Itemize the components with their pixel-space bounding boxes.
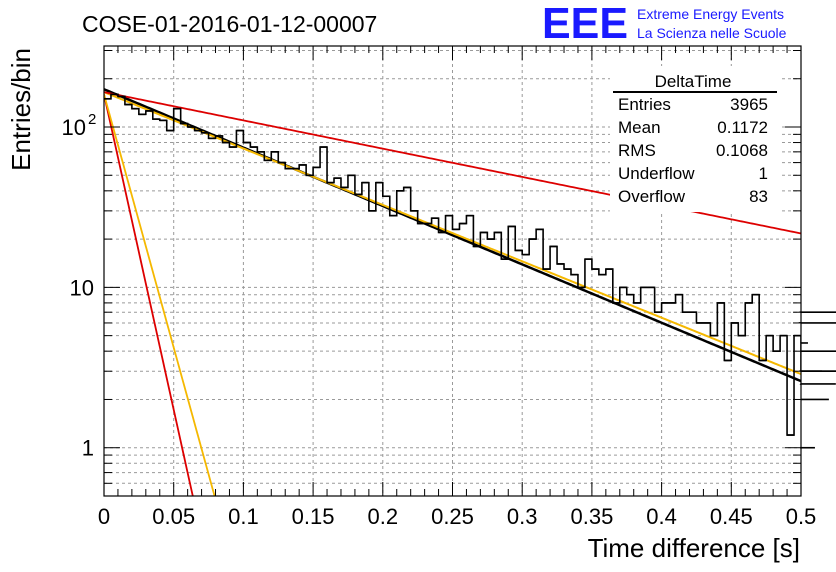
y-axis-title: Entries/bin <box>6 48 36 171</box>
stats-value-mean: 0.1172 <box>717 118 768 137</box>
run-title: COSE-01-2016-01-12-00007 <box>82 11 377 37</box>
x-tick-label: 0.1 <box>228 504 259 529</box>
stats-label-overflow: Overflow <box>618 187 686 206</box>
x-tick-label: 0.3 <box>507 504 538 529</box>
stats-label-underflow: Underflow <box>618 164 695 183</box>
x-tick-label: 0.45 <box>710 504 753 529</box>
histogram-bars <box>104 93 836 449</box>
stats-value-rms: 0.1068 <box>716 141 768 160</box>
stats-title: DeltaTime <box>655 72 732 91</box>
stats-value-overflow: 83 <box>749 187 768 206</box>
x-tick-label: 0.15 <box>292 504 335 529</box>
y-tick-label: 10 <box>70 275 94 300</box>
logo-line2: La Scienza nelle Scuole <box>637 25 787 41</box>
stats-label-entries: Entries <box>618 95 671 114</box>
fit-curve-fit_black <box>104 88 801 383</box>
stats-value-entries: 3965 <box>730 95 768 114</box>
logo-line1: Extreme Energy Events <box>637 6 784 22</box>
stats-box-background <box>610 66 780 212</box>
stats-box: DeltaTime Entries 3965 Mean 0.1172 RMS 0… <box>610 66 780 212</box>
stats-label-mean: Mean <box>618 118 661 137</box>
y-tick-label: 10 <box>62 115 86 140</box>
y-tick-label-exponent: 2 <box>88 111 96 128</box>
stats-label-rms: RMS <box>618 141 656 160</box>
fit-curve-fit_red_steep <box>104 94 194 496</box>
y-tick-label: 1 <box>82 436 94 461</box>
histogram-outline <box>104 93 801 449</box>
x-tick-label: 0.05 <box>152 504 195 529</box>
x-axis-title: Time difference [s] <box>588 533 800 563</box>
eee-logo: EEE Extreme Energy Events La Scienza nel… <box>542 0 787 48</box>
fit-curve-fit_orange_steep <box>104 94 216 496</box>
fit-curves <box>104 88 801 496</box>
x-axis-ticks: 0 0.05 0.1 0.15 0.2 0.25 0.3 0.35 0.4 0.45 0.5 <box>98 46 816 529</box>
x-tick-label: 0 <box>98 504 110 529</box>
fit-curve-fit_orange <box>104 91 801 376</box>
stats-value-underflow: 1 <box>759 164 768 183</box>
grid-lines <box>104 46 801 496</box>
x-tick-label: 0.4 <box>646 504 677 529</box>
logo-letters: EEE <box>542 0 628 48</box>
x-tick-label: 0.35 <box>570 504 613 529</box>
x-tick-label: 0.5 <box>786 504 817 529</box>
x-tick-label: 0.25 <box>431 504 474 529</box>
x-tick-label: 0.2 <box>368 504 399 529</box>
